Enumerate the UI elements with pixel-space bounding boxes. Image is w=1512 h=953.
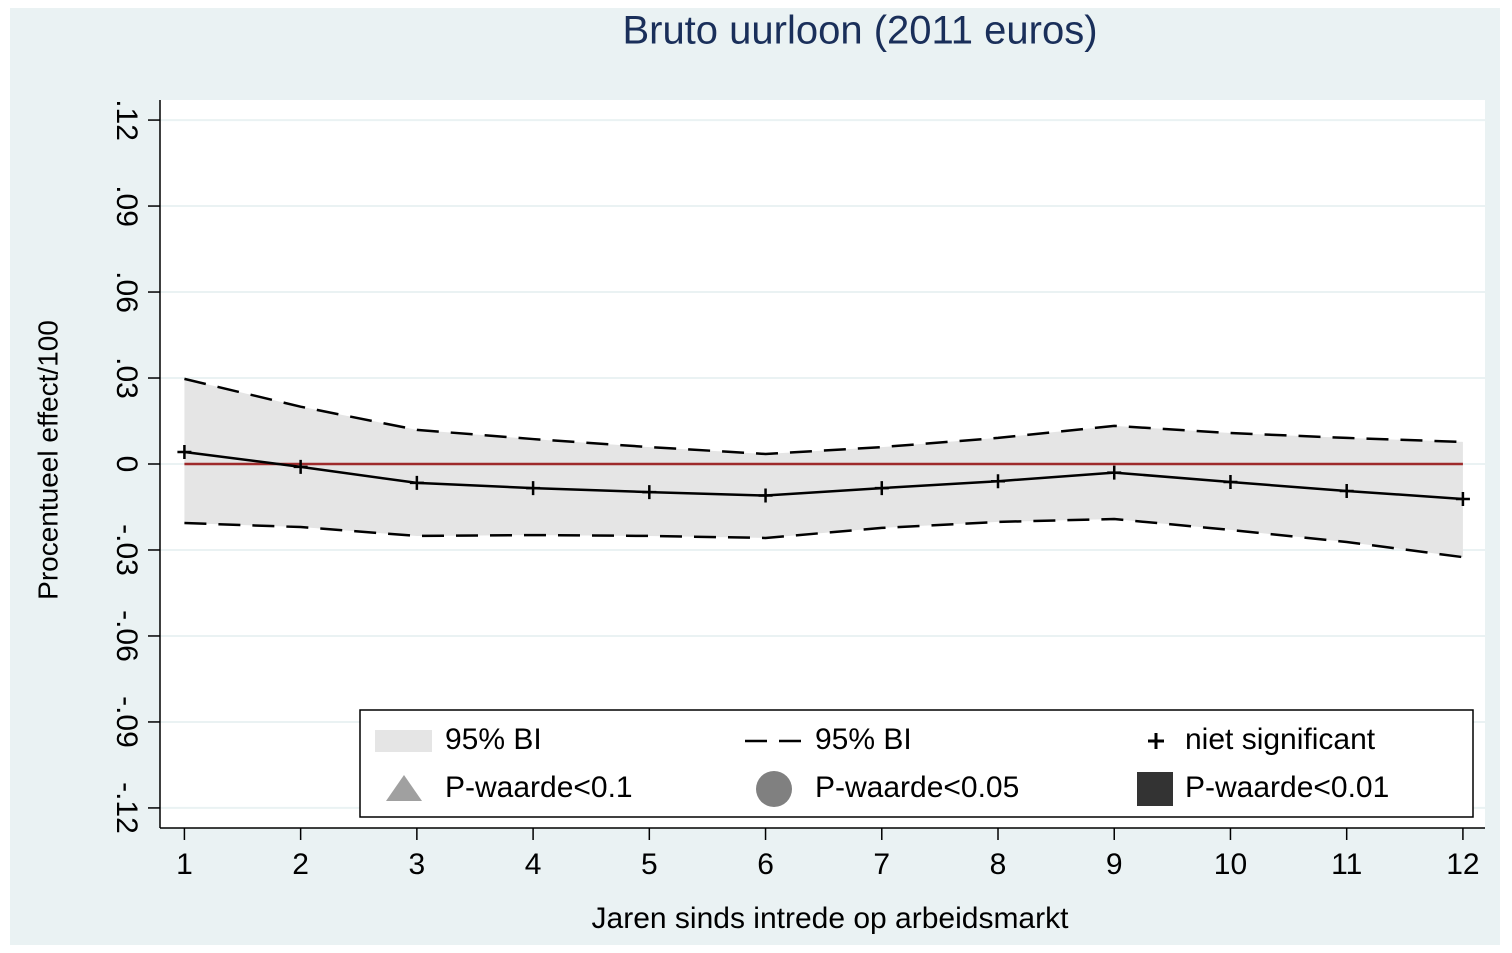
plus-marker [642,485,657,500]
plus-marker [1107,465,1122,480]
legend-label: P-waarde<0.1 [445,771,633,804]
x-tick-label: 9 [1106,848,1123,881]
plus-marker [293,459,308,474]
x-tick-label: 10 [1214,848,1247,881]
plus-marker [874,481,889,496]
x-tick-label: 4 [525,848,542,881]
legend-label: 95% BI [815,723,912,756]
x-tick-label: 8 [990,848,1007,881]
estimate-line [184,450,1464,501]
x-tick-label: 5 [641,848,658,881]
y-tick-label: .03 [110,357,143,399]
x-tick-label: 11 [1331,848,1362,881]
legend-box [359,709,1474,818]
ci-bound [184,517,1464,559]
legend-swatch [375,730,432,752]
legend-swatch [756,771,792,807]
x-tick-label: 2 [292,848,309,881]
y-tick-label: .12 [110,99,143,141]
y-tick-label: -.06 [110,610,143,662]
plus-marker [1455,491,1470,506]
x-tick-label: 7 [873,848,890,881]
y-axis-label: Procentueel effect/100 [32,320,63,600]
plus-marker [1339,483,1354,498]
y-tick-label: -.09 [110,696,143,748]
x-axis-label: Jaren sinds intrede op arbeidsmarkt [592,902,1070,935]
legend-swatch [386,775,422,801]
ci-band [184,378,1463,558]
y-tick-label: -.03 [110,524,143,576]
y-tick-label: .09 [110,185,143,227]
plus-marker [1223,475,1238,490]
legend-label: 95% BI [445,723,542,756]
plus-marker [991,474,1005,489]
y-tick-label: -.12 [110,782,143,834]
x-tick-label: 1 [176,848,193,881]
chart-title: Bruto uurloon (2011 euros) [622,9,1097,53]
legend-swatch [1137,772,1173,806]
legend-swatch [1148,733,1164,749]
legend-label: niet significant [1185,723,1376,756]
legend-label: P-waarde<0.01 [1185,771,1389,804]
y-tick-label: 0 [110,456,143,473]
x-tick-label: 12 [1446,848,1479,881]
x-tick-label: 6 [757,848,774,881]
plus-marker [526,481,541,496]
plus-marker [758,488,773,503]
x-tick-label: 3 [409,848,426,881]
y-tick-label: .06 [110,271,143,313]
legend-label: P-waarde<0.05 [815,771,1019,804]
plus-marker [177,444,192,459]
plus-marker [409,475,424,490]
ci-bound [184,377,1463,456]
